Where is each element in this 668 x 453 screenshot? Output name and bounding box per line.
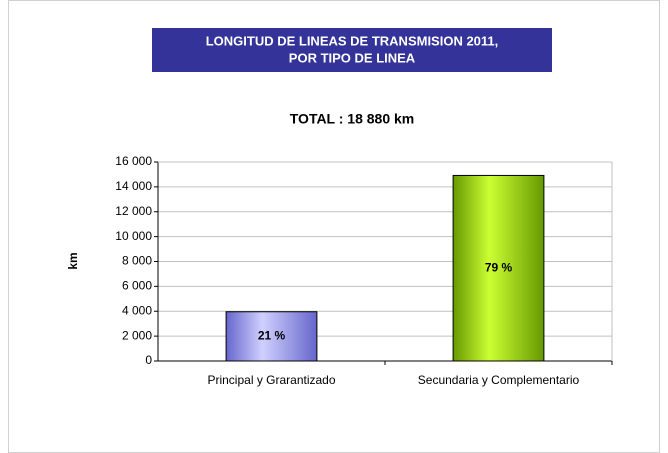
x-tick-label: Secundaria y Complementario	[418, 373, 580, 387]
title-box	[152, 28, 552, 72]
chart-title: POR TIPO DE LINEA	[289, 50, 416, 65]
chart-frame	[8, 0, 660, 453]
y-tick-label: 12 000	[115, 204, 152, 218]
y-axis-label: km	[66, 252, 80, 269]
chart-title: LONGITUD DE LINEAS DE TRANSMISION 2011,	[206, 33, 499, 48]
bar	[225, 311, 318, 362]
percent-label: 79 %	[485, 260, 513, 274]
chart-subtitle: TOTAL : 18 880 km	[290, 111, 415, 127]
x-tick-label: Principal y Grarantizado	[207, 373, 335, 387]
y-tick-label: 14 000	[115, 179, 152, 193]
y-tick-label: 0	[145, 353, 152, 367]
y-tick-label: 10 000	[115, 229, 152, 243]
bar	[452, 174, 545, 362]
y-tick-label: 6 000	[122, 279, 152, 293]
y-tick-label: 2 000	[122, 328, 152, 342]
y-tick-label: 8 000	[122, 254, 152, 268]
percent-label: 21 %	[258, 329, 286, 343]
y-tick-label: 16 000	[115, 154, 152, 168]
y-tick-label: 4 000	[122, 303, 152, 317]
